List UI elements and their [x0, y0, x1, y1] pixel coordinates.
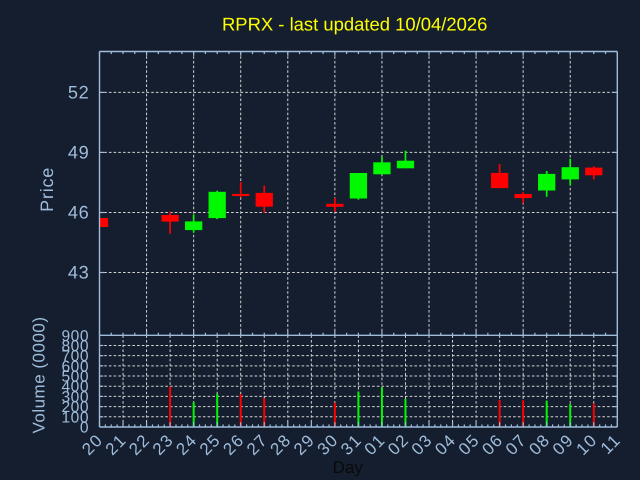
svg-text:500: 500 [61, 369, 89, 386]
svg-text:0: 0 [80, 420, 89, 437]
svg-text:43: 43 [68, 263, 89, 283]
svg-text:Day: Day [333, 458, 364, 477]
svg-text:Volume (0000): Volume (0000) [30, 316, 49, 433]
svg-text:800: 800 [61, 338, 89, 355]
svg-text:900: 900 [61, 328, 89, 345]
svg-text:RPRX - last updated 10/04/2026: RPRX - last updated 10/04/2026 [222, 14, 487, 35]
svg-text:700: 700 [61, 348, 89, 365]
svg-text:600: 600 [61, 358, 89, 375]
svg-text:200: 200 [61, 399, 89, 416]
svg-text:Price: Price [37, 167, 57, 212]
svg-text:300: 300 [61, 389, 89, 406]
svg-text:52: 52 [68, 83, 89, 103]
svg-text:400: 400 [61, 379, 89, 396]
svg-text:100: 100 [61, 409, 89, 426]
svg-text:46: 46 [68, 203, 89, 223]
svg-text:49: 49 [68, 143, 89, 163]
